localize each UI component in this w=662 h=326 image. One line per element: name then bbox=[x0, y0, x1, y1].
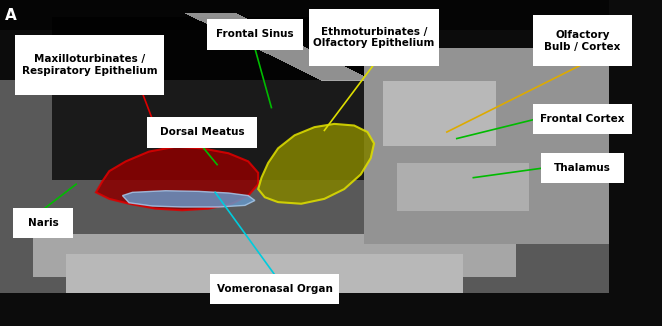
FancyBboxPatch shape bbox=[13, 208, 73, 238]
Polygon shape bbox=[122, 191, 255, 207]
Text: Frontal Cortex: Frontal Cortex bbox=[540, 114, 625, 124]
FancyBboxPatch shape bbox=[207, 19, 303, 50]
Polygon shape bbox=[96, 147, 258, 210]
FancyBboxPatch shape bbox=[542, 153, 624, 183]
Text: Maxilloturbinates /
Respiratory Epithelium: Maxilloturbinates / Respiratory Epitheli… bbox=[22, 54, 157, 76]
FancyBboxPatch shape bbox=[15, 35, 164, 95]
FancyBboxPatch shape bbox=[147, 117, 256, 147]
FancyBboxPatch shape bbox=[533, 15, 632, 66]
FancyBboxPatch shape bbox=[211, 274, 339, 304]
Text: Thalamus: Thalamus bbox=[554, 163, 611, 173]
Text: Frontal Sinus: Frontal Sinus bbox=[216, 29, 294, 39]
Text: Dorsal Meatus: Dorsal Meatus bbox=[160, 127, 244, 137]
Text: Olfactory
Bulb / Cortex: Olfactory Bulb / Cortex bbox=[544, 30, 621, 52]
Text: A: A bbox=[5, 8, 17, 23]
Text: Ethmoturbinates /
Olfactory Epithelium: Ethmoturbinates / Olfactory Epithelium bbox=[313, 27, 435, 48]
FancyBboxPatch shape bbox=[309, 9, 438, 66]
FancyBboxPatch shape bbox=[533, 104, 632, 134]
Polygon shape bbox=[258, 124, 374, 204]
Text: Vomeronasal Organ: Vomeronasal Organ bbox=[216, 284, 333, 293]
Text: Naris: Naris bbox=[28, 218, 58, 228]
